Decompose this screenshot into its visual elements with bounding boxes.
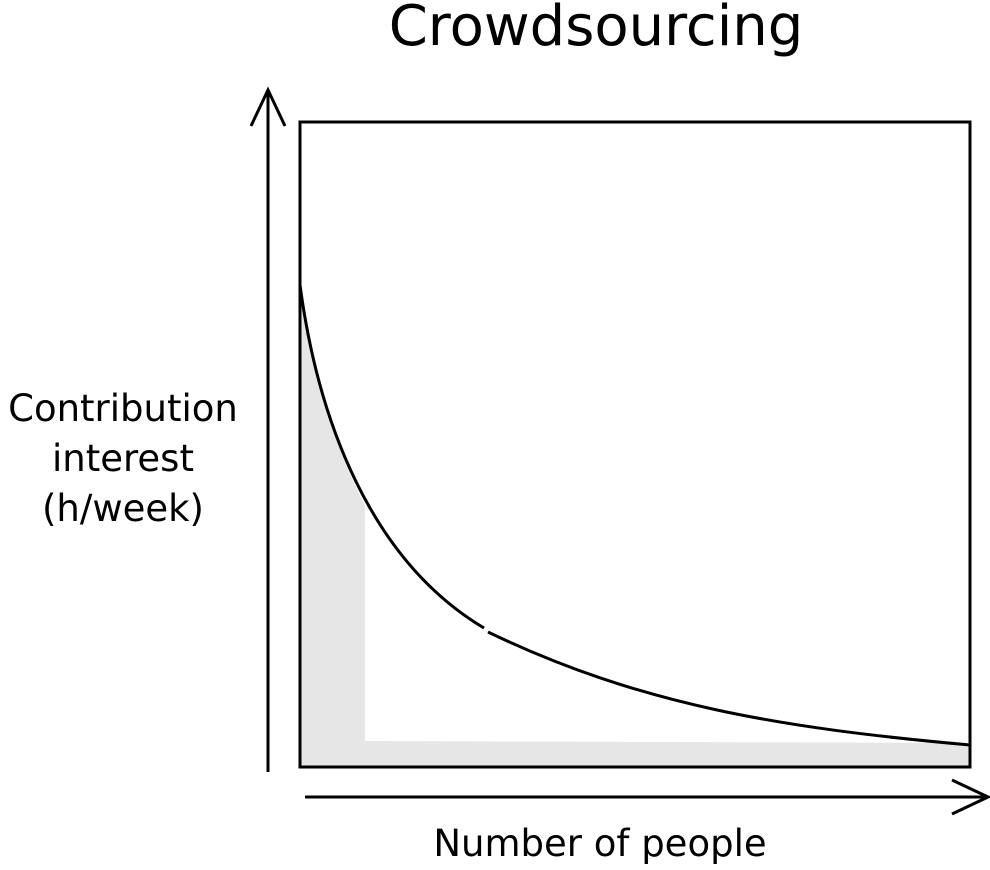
decay-curve-upper <box>298 284 485 630</box>
x-axis-label: Number of people <box>433 822 767 865</box>
y-axis-label: Contribution interest (h/week) <box>0 384 246 534</box>
x-axis-arrowhead <box>951 778 990 816</box>
y-axis-label-line: (h/week) <box>41 487 204 530</box>
plot-frame <box>298 120 972 769</box>
decay-curve-lower <box>487 630 971 747</box>
shaded-area <box>300 287 970 767</box>
y-axis-arrowhead <box>249 86 287 127</box>
diagram-title: Crowdsourcing <box>388 0 804 59</box>
y-axis-label-line: interest <box>52 437 194 480</box>
y-axis-label-line: Contribution <box>8 387 238 430</box>
